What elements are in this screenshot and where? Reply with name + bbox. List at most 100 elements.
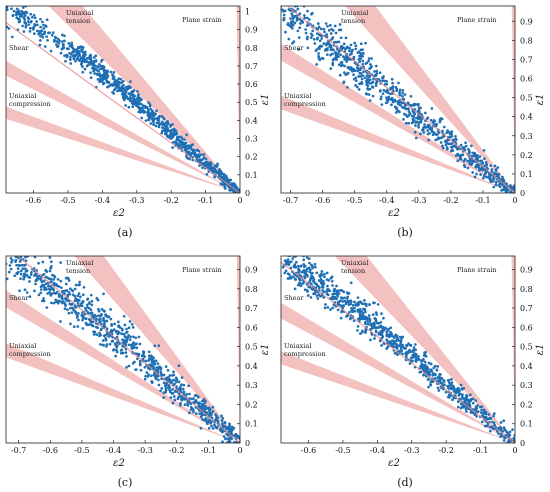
data-point bbox=[37, 293, 41, 297]
data-point bbox=[382, 326, 386, 330]
data-point bbox=[512, 437, 515, 440]
data-point bbox=[363, 298, 366, 302]
data-point bbox=[15, 263, 18, 267]
data-point bbox=[69, 55, 72, 59]
data-point bbox=[76, 325, 80, 328]
data-point bbox=[295, 19, 299, 22]
data-point bbox=[171, 374, 174, 377]
data-point bbox=[446, 395, 450, 399]
data-point bbox=[303, 288, 307, 292]
data-point bbox=[399, 347, 403, 351]
data-point bbox=[112, 92, 116, 95]
data-point bbox=[422, 131, 426, 134]
data-point bbox=[313, 42, 317, 45]
data-point bbox=[220, 419, 224, 423]
data-point bbox=[166, 369, 170, 372]
data-point bbox=[204, 157, 208, 161]
data-point bbox=[92, 333, 96, 336]
data-point bbox=[356, 310, 360, 313]
data-point bbox=[508, 430, 512, 434]
data-point bbox=[119, 351, 123, 355]
data-point bbox=[290, 3, 293, 6]
data-point bbox=[431, 380, 435, 384]
data-point bbox=[367, 314, 371, 317]
data-point bbox=[401, 352, 404, 356]
data-point bbox=[492, 185, 496, 189]
data-point bbox=[152, 122, 155, 126]
data-point bbox=[437, 136, 440, 140]
data-point bbox=[319, 277, 323, 281]
data-point bbox=[401, 343, 405, 347]
data-point bbox=[110, 83, 114, 86]
data-point bbox=[417, 109, 421, 113]
data-point bbox=[366, 320, 370, 323]
data-point bbox=[454, 145, 458, 149]
data-point bbox=[347, 292, 351, 295]
data-point bbox=[135, 346, 139, 350]
data-point bbox=[147, 359, 150, 362]
data-point bbox=[354, 84, 357, 87]
data-point bbox=[287, 263, 291, 266]
data-point bbox=[294, 14, 298, 18]
data-point bbox=[378, 89, 382, 93]
data-point bbox=[489, 164, 492, 168]
y-tick-label: 0.6 bbox=[245, 323, 258, 332]
data-point bbox=[316, 32, 319, 35]
data-point bbox=[57, 41, 61, 45]
data-point bbox=[43, 30, 47, 34]
data-point bbox=[485, 163, 488, 167]
data-point bbox=[81, 50, 85, 54]
data-point bbox=[81, 47, 84, 51]
data-point bbox=[463, 397, 467, 400]
data-point bbox=[126, 97, 130, 101]
data-point bbox=[459, 383, 463, 387]
data-point bbox=[457, 405, 460, 409]
band-plane-strain bbox=[511, 256, 515, 443]
data-point bbox=[120, 332, 124, 336]
data-point bbox=[92, 65, 96, 69]
data-point bbox=[164, 124, 167, 128]
data-point bbox=[326, 47, 329, 50]
data-point bbox=[65, 47, 69, 50]
data-point bbox=[125, 95, 129, 99]
data-point bbox=[125, 327, 128, 331]
data-point bbox=[23, 267, 27, 271]
data-point bbox=[464, 141, 467, 145]
data-point bbox=[201, 413, 205, 417]
data-point bbox=[399, 103, 402, 107]
data-point bbox=[323, 275, 326, 279]
data-point bbox=[331, 284, 334, 287]
data-point bbox=[81, 65, 84, 69]
data-point bbox=[436, 386, 440, 390]
data-point bbox=[411, 350, 415, 354]
data-point bbox=[28, 26, 32, 30]
data-point bbox=[327, 279, 331, 282]
data-point bbox=[171, 401, 175, 405]
data-point bbox=[331, 297, 335, 301]
data-point bbox=[305, 256, 309, 260]
data-point bbox=[164, 385, 168, 388]
data-point bbox=[306, 35, 309, 39]
data-point bbox=[129, 80, 132, 83]
data-point bbox=[482, 408, 486, 412]
y-tick-label: 0.6 bbox=[520, 75, 533, 84]
data-point bbox=[370, 81, 374, 85]
data-point bbox=[393, 341, 397, 345]
panel-b: -0.7 -0.6 -0.5 -0.4 -0.3 -0.2 -0.1 0 0 0.1 0.2 0.3 0… bbox=[275, 0, 550, 229]
data-point bbox=[95, 333, 99, 336]
data-point bbox=[280, 252, 283, 255]
data-point bbox=[282, 18, 286, 21]
plot-frame bbox=[5, 255, 241, 444]
data-point bbox=[395, 106, 399, 110]
data-point bbox=[356, 85, 359, 89]
data-point bbox=[500, 434, 504, 438]
data-point bbox=[459, 154, 463, 158]
data-point bbox=[182, 397, 186, 400]
data-point bbox=[361, 317, 364, 321]
y-tick-label: 0 bbox=[245, 439, 250, 448]
data-point bbox=[348, 310, 351, 314]
data-point bbox=[331, 58, 335, 62]
data-point bbox=[362, 70, 365, 74]
data-point bbox=[391, 100, 395, 104]
caption-b: (b) bbox=[397, 226, 413, 239]
